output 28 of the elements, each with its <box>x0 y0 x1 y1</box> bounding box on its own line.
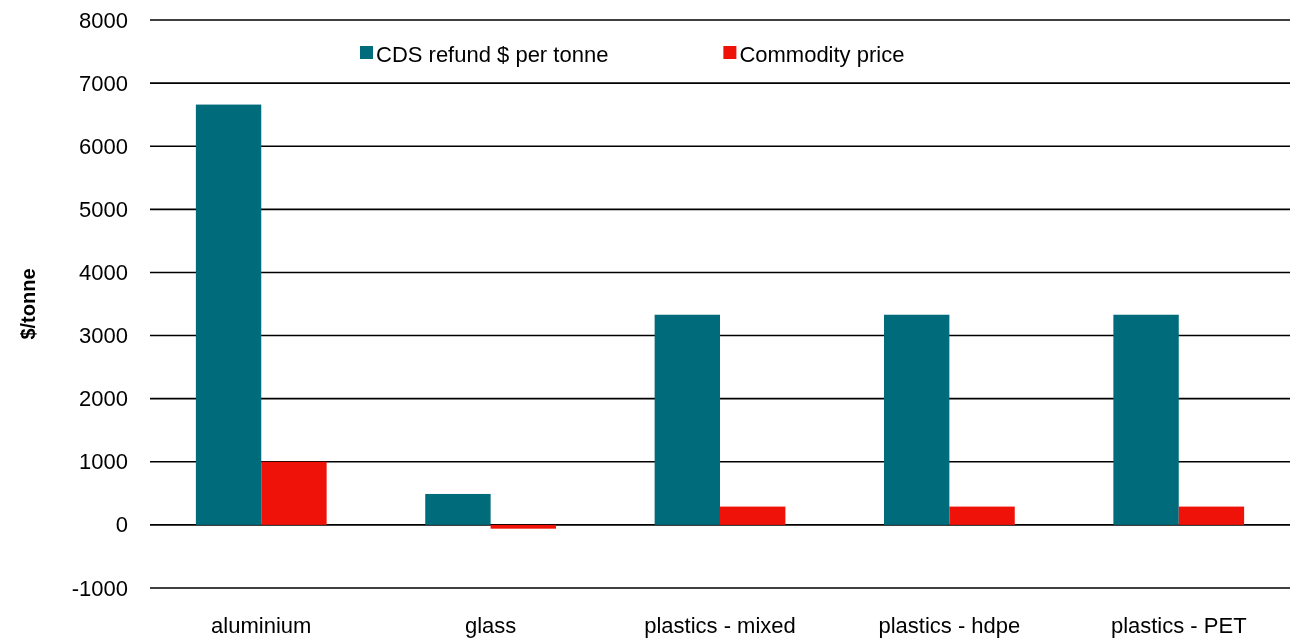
y-tick-label: 5000 <box>79 196 128 222</box>
y-tick-label: -1000 <box>71 575 128 601</box>
y-tick-label: 8000 <box>79 7 128 33</box>
legend-label: Commodity price <box>739 41 905 67</box>
bar <box>1178 506 1245 525</box>
x-tick-label: plastics - PET <box>1110 613 1247 638</box>
y-tick-label: 4000 <box>79 259 128 285</box>
x-tick-label: plastics - mixed <box>644 613 796 638</box>
bar <box>949 506 1015 525</box>
x-tick-label: glass <box>464 613 517 638</box>
x-tick-label: aluminium <box>211 613 312 638</box>
y-tick-label: 6000 <box>79 133 128 159</box>
x-tick-label: plastics - hdpe <box>878 613 1021 638</box>
bar <box>884 314 950 525</box>
bar <box>654 314 720 525</box>
bar <box>720 506 786 525</box>
y-tick-label: 0 <box>115 512 128 538</box>
y-tick-label: 3000 <box>79 323 128 349</box>
bar <box>1113 314 1179 525</box>
y-tick-label: 2000 <box>79 386 128 412</box>
bar <box>425 493 491 525</box>
bar <box>490 524 556 529</box>
bar <box>195 104 262 525</box>
bar <box>261 461 327 525</box>
legend-label: CDS refund $ per tonne <box>376 41 609 67</box>
y-tick-label: 1000 <box>79 449 128 475</box>
y-axis-title: $/tonne <box>17 268 39 340</box>
y-tick-label: 7000 <box>79 70 128 96</box>
